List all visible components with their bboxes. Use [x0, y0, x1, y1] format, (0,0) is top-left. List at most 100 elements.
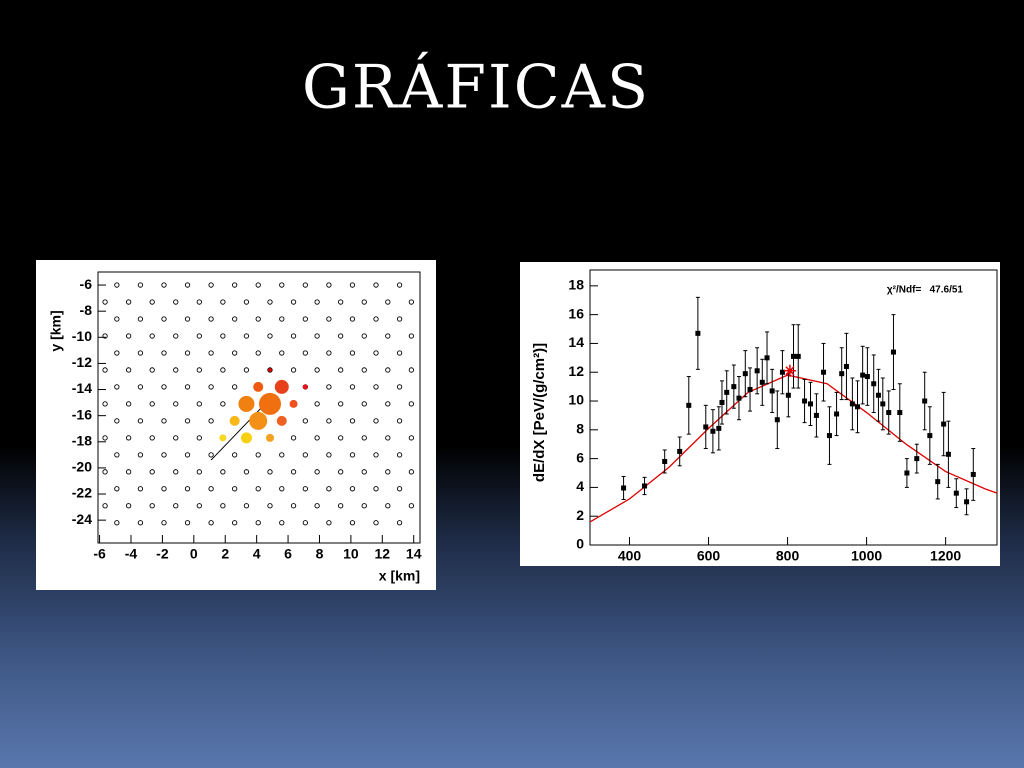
hit	[289, 399, 298, 408]
station	[326, 316, 332, 322]
data-point	[774, 417, 780, 423]
plot-frame	[589, 269, 998, 546]
station	[184, 418, 191, 424]
station	[361, 299, 367, 305]
station	[302, 350, 308, 356]
data-point	[742, 371, 748, 377]
station	[149, 367, 155, 373]
station	[114, 282, 120, 288]
station	[326, 282, 332, 288]
station	[396, 282, 403, 288]
hit	[229, 415, 240, 426]
station	[184, 350, 191, 356]
station	[243, 299, 250, 305]
data-point	[736, 395, 742, 401]
station	[102, 299, 108, 305]
station	[279, 282, 285, 288]
data-point	[871, 381, 877, 387]
station	[349, 316, 356, 322]
data-point	[849, 401, 855, 407]
data-point	[754, 368, 760, 374]
y-tick-label: -22	[72, 485, 92, 501]
station	[338, 469, 344, 475]
station	[208, 418, 214, 424]
y-tick-label: 12	[568, 363, 584, 379]
station	[208, 452, 214, 458]
x-tick-label: 1200	[930, 548, 961, 564]
data-point	[795, 353, 801, 359]
y-tick-label: -24	[72, 511, 92, 527]
y-tick-label: -10	[72, 328, 92, 344]
station	[373, 418, 379, 424]
station	[302, 316, 308, 322]
station	[361, 367, 367, 373]
station	[137, 282, 144, 288]
station	[161, 384, 167, 390]
station	[373, 452, 379, 458]
station	[338, 367, 344, 373]
station	[232, 384, 238, 390]
station	[396, 384, 403, 390]
station	[220, 469, 226, 475]
data-point	[807, 401, 813, 407]
data-point	[970, 471, 976, 477]
station	[243, 367, 250, 373]
station	[349, 520, 356, 526]
x-tick-label: 800	[776, 548, 800, 564]
station	[184, 486, 191, 492]
plot-frame	[97, 271, 421, 544]
station	[125, 503, 132, 509]
station	[408, 333, 415, 339]
hit	[219, 434, 227, 442]
station	[137, 350, 144, 356]
station	[232, 452, 238, 458]
station	[326, 384, 332, 390]
station	[279, 350, 285, 356]
station	[196, 299, 202, 305]
station	[243, 503, 250, 509]
y-tick-label: -20	[72, 459, 92, 475]
station	[255, 282, 261, 288]
data-point	[731, 384, 737, 390]
station	[302, 520, 308, 526]
data-point	[802, 398, 808, 404]
data-point	[897, 410, 903, 416]
y-tick-label: -14	[72, 380, 92, 396]
data-point	[826, 433, 832, 439]
station	[396, 486, 403, 492]
fit-curve	[589, 374, 998, 523]
fit-marker	[783, 364, 796, 377]
station	[208, 486, 214, 492]
hit	[274, 379, 289, 394]
station	[267, 299, 273, 305]
y-axis-title: dE/dX [PeV/(g/cm²)]	[531, 343, 548, 482]
station	[302, 486, 308, 492]
hit	[258, 392, 281, 415]
station	[279, 452, 285, 458]
data-point	[716, 425, 722, 431]
station	[338, 333, 344, 339]
station	[408, 469, 415, 475]
x-tick-label: 2	[221, 546, 229, 562]
station	[385, 401, 391, 407]
data-point	[710, 428, 716, 434]
station	[149, 299, 155, 305]
station	[385, 435, 391, 441]
station	[196, 333, 202, 339]
station	[326, 452, 332, 458]
station	[408, 401, 415, 407]
station	[220, 333, 226, 339]
station	[349, 452, 356, 458]
station	[149, 469, 155, 475]
station	[349, 282, 356, 288]
data-point	[724, 389, 730, 395]
y-tick-label: 0	[576, 536, 584, 552]
station	[232, 350, 238, 356]
data-point	[953, 490, 959, 496]
station	[255, 520, 261, 526]
station	[137, 384, 144, 390]
annotation: χ²/Ndf= 47.6/51	[887, 285, 964, 296]
station	[396, 520, 403, 526]
station	[338, 299, 344, 305]
